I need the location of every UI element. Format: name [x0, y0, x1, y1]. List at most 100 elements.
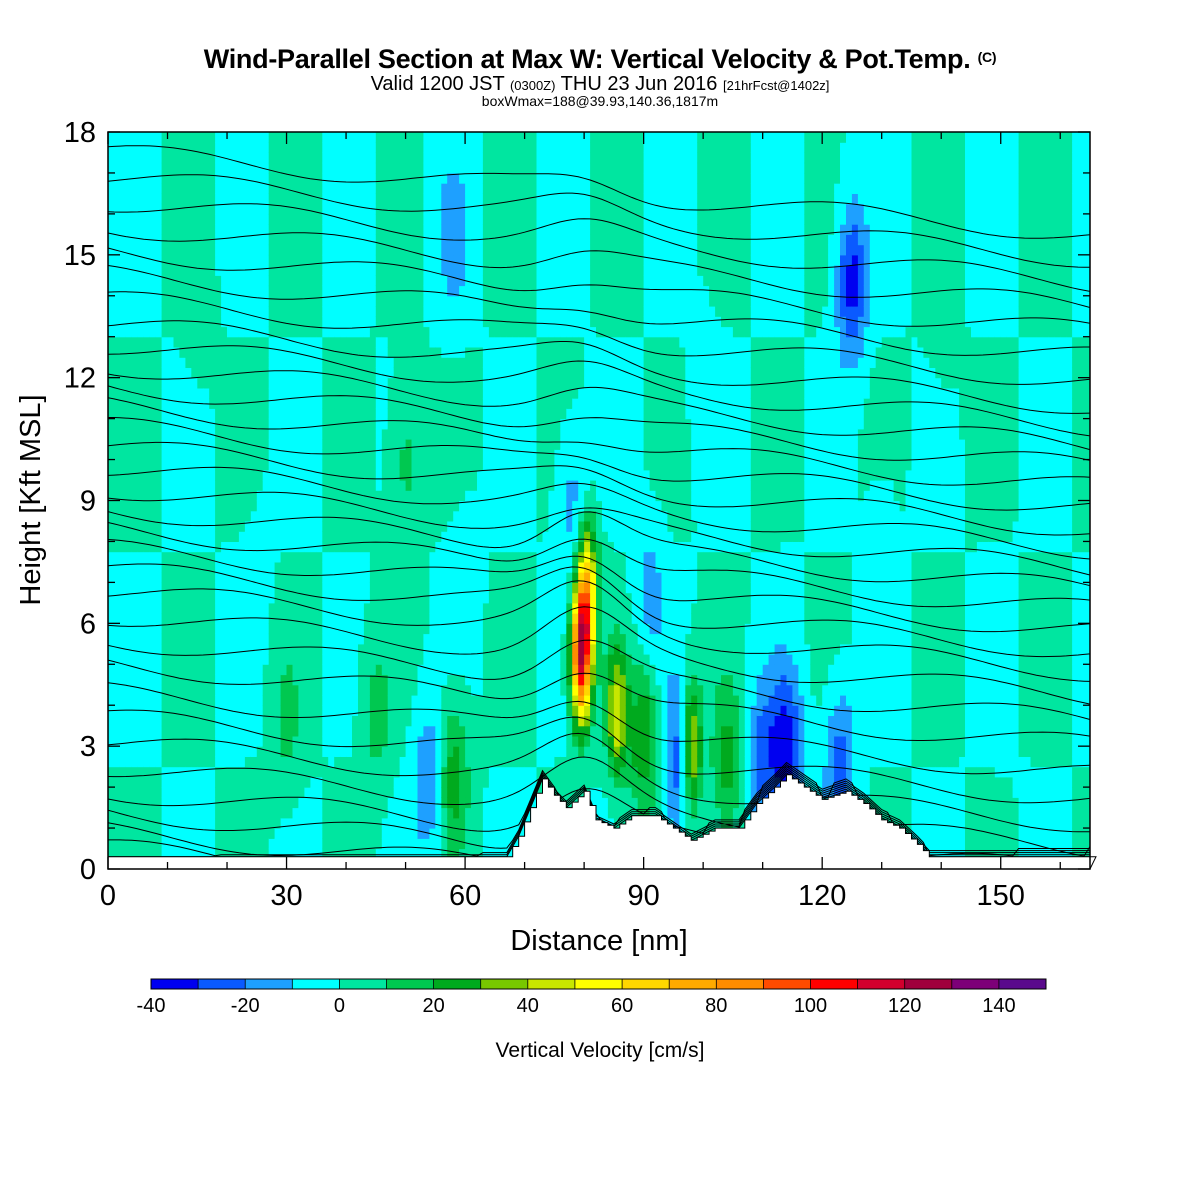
field-cell	[399, 613, 407, 624]
field-cell	[137, 357, 145, 368]
field-cell	[334, 521, 341, 532]
field-cell	[149, 684, 157, 696]
field-cell	[352, 439, 359, 450]
field-cell	[215, 244, 222, 256]
field-cell	[494, 326, 502, 338]
field-cell	[494, 746, 502, 757]
field-cell	[411, 428, 419, 440]
field-cell	[298, 254, 305, 266]
field-cell	[185, 500, 192, 512]
field-cell	[322, 234, 329, 246]
field-cell	[453, 152, 460, 164]
field-cell	[280, 531, 288, 542]
field-cell	[477, 265, 484, 276]
field-cell	[447, 551, 454, 563]
field-cell	[137, 633, 145, 645]
field-cell	[114, 541, 121, 553]
field-cell	[453, 408, 460, 420]
field-cell	[399, 367, 407, 379]
field-cell	[447, 152, 454, 164]
field-cell	[500, 797, 508, 809]
field-cell	[227, 254, 234, 266]
field-cell	[137, 613, 145, 624]
field-cell	[238, 541, 246, 553]
field-cell	[298, 817, 305, 829]
field-cell	[227, 213, 234, 225]
field-cell	[346, 469, 353, 481]
field-cell	[262, 254, 270, 266]
field-cell	[131, 664, 139, 676]
field-cell	[185, 428, 192, 440]
field-cell	[375, 347, 383, 358]
field-cell	[363, 183, 371, 194]
field-cell	[268, 254, 276, 266]
field-cell	[197, 592, 204, 604]
field-cell	[453, 613, 460, 624]
field-cell	[334, 480, 341, 491]
field-cell	[399, 541, 407, 553]
field-cell	[143, 254, 151, 266]
field-cell	[108, 633, 115, 645]
field-cell	[477, 490, 484, 502]
field-cell	[435, 347, 442, 358]
field-cell	[304, 306, 311, 317]
field-cell	[316, 766, 323, 778]
field-cell	[346, 336, 353, 348]
field-cell	[352, 510, 359, 522]
field-cell	[274, 654, 282, 665]
field-cell	[262, 172, 270, 184]
field-cell	[381, 408, 389, 420]
field-cell	[108, 357, 115, 368]
field-cell	[322, 480, 329, 491]
field-cell	[393, 551, 401, 563]
field-cell	[512, 633, 520, 645]
field-cell	[227, 725, 234, 737]
field-cell	[280, 715, 288, 727]
field-cell	[358, 572, 365, 583]
field-cell	[423, 428, 430, 440]
field-cell	[221, 531, 228, 542]
field-cell	[512, 695, 520, 706]
field-cell	[471, 602, 478, 614]
field-cell	[488, 459, 496, 471]
field-cell	[358, 521, 365, 532]
field-cell	[256, 715, 264, 727]
field-cell	[292, 172, 300, 184]
field-cell	[494, 285, 502, 297]
field-cell	[137, 367, 145, 379]
field-cell	[387, 357, 395, 368]
field-cell	[238, 418, 246, 430]
field-cell	[423, 735, 430, 747]
field-cell	[304, 695, 311, 706]
field-cell	[506, 551, 514, 563]
field-cell	[161, 203, 169, 215]
field-cell	[471, 285, 478, 297]
field-cell	[191, 643, 198, 655]
field-cell	[471, 735, 478, 747]
field-cell	[268, 654, 276, 665]
field-cell	[179, 203, 186, 215]
field-cell	[304, 807, 311, 819]
field-cell	[435, 807, 442, 819]
field-cell	[423, 244, 430, 256]
field-cell	[477, 787, 484, 798]
field-cell	[405, 132, 413, 143]
field-cell	[429, 449, 436, 461]
field-cell	[250, 480, 258, 491]
field-cell	[292, 602, 300, 614]
field-cell	[322, 715, 329, 727]
field-cell	[274, 766, 282, 778]
field-cell	[161, 285, 169, 297]
field-cell	[399, 203, 407, 215]
field-cell	[298, 828, 305, 839]
field-cell	[453, 306, 460, 317]
field-cell	[280, 162, 288, 174]
field-cell	[488, 347, 496, 358]
field-cell	[155, 132, 163, 143]
field-cell	[352, 705, 359, 716]
field-cell	[340, 561, 347, 573]
field-cell	[316, 613, 323, 624]
field-cell	[108, 787, 115, 798]
field-cell	[381, 735, 389, 747]
field-cell	[298, 613, 305, 624]
